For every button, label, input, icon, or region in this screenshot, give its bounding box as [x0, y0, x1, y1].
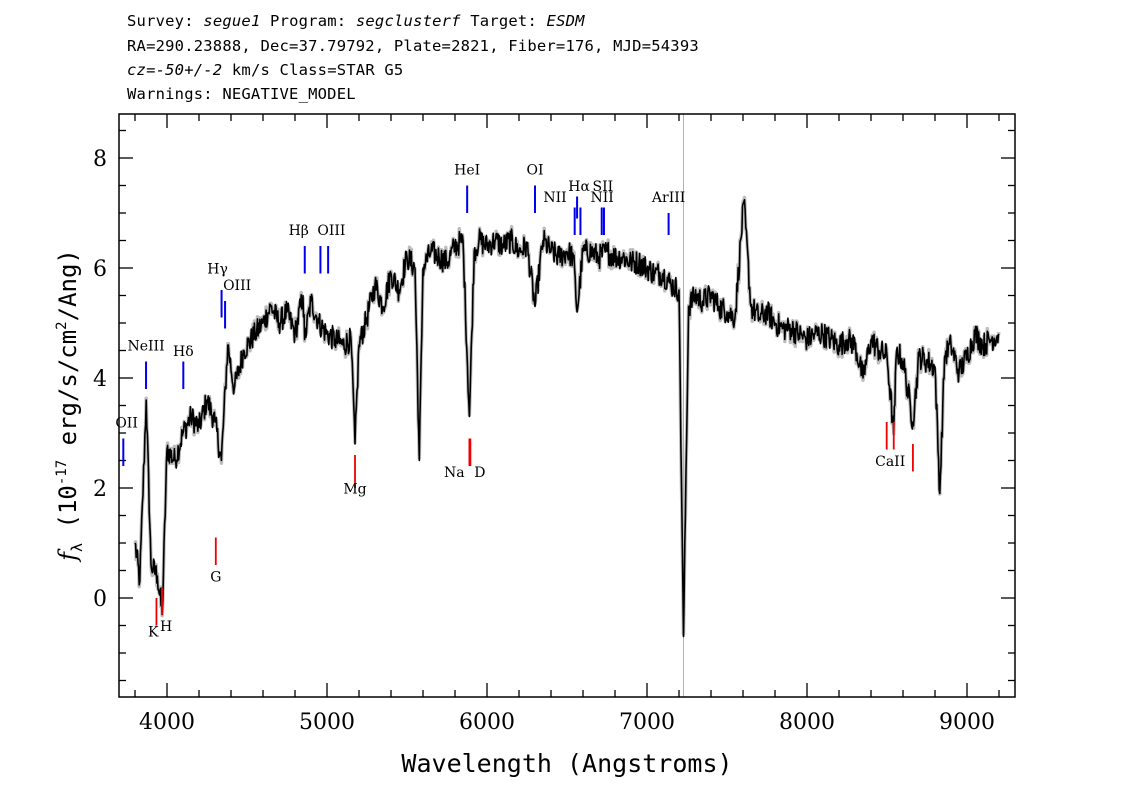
spectrum-header-line-2: RA=290.23888, Dec=37.79792, Plate=2821, … [127, 37, 699, 55]
y-tick-label: 8 [93, 147, 107, 172]
emission-label: ArIII [651, 190, 685, 206]
target-label: Target: [470, 12, 537, 30]
survey-value: segue1 [203, 12, 261, 30]
spectrum-header-line-4: Warnings: NEGATIVE_MODEL [127, 85, 356, 103]
y-axis-label: fλ (10-17 erg/s/cm2/Ang) [54, 249, 86, 563]
survey-label: Survey: [127, 12, 194, 30]
plot-frame [118, 113, 1016, 698]
absorption-label: D [474, 465, 485, 481]
emission-label: NII [590, 190, 613, 206]
emission-label: OIII [223, 278, 251, 294]
emission-label: SII [593, 179, 614, 195]
y-tick-label: 2 [93, 477, 107, 502]
emission-label: HeI [454, 163, 480, 179]
cz-units-class: km/s Class=STAR G5 [222, 61, 404, 79]
spectrum-header-line-1: Survey: segue1 Program: segclusterf Targ… [127, 12, 585, 31]
absorption-label: H [160, 619, 172, 635]
x-tick-label: 4000 [139, 710, 195, 735]
x-tick-label: 6000 [459, 710, 515, 735]
emission-label: Hβ [289, 223, 309, 239]
emission-label: NeIII [127, 339, 164, 355]
emission-label: Hγ [207, 262, 228, 278]
y-tick-label: 4 [93, 367, 107, 392]
cz-value: -50+/-2 [155, 61, 223, 79]
x-tick-label: 7000 [619, 710, 675, 735]
x-axis-label: Wavelength (Angstroms) [401, 749, 732, 778]
program-value: segclusterf [355, 12, 461, 30]
x-tick-label: 8000 [779, 710, 835, 735]
y-tick-label: 6 [93, 257, 107, 282]
x-tick-label: 5000 [299, 710, 355, 735]
y-tick-label: 0 [93, 587, 107, 612]
cz-label: cz= [127, 61, 156, 79]
error-band [133, 195, 1001, 636]
emission-label: Hδ [173, 344, 194, 360]
spectrum-line [134, 199, 1000, 638]
emission-label: OI [526, 163, 543, 179]
target-value: ESDM [546, 12, 585, 30]
emission-label: NII [543, 190, 566, 206]
emission-label: OII [115, 416, 138, 432]
x-tick-label: 9000 [939, 710, 995, 735]
emission-label: OIII [317, 223, 345, 239]
absorption-label: Mg [343, 482, 366, 498]
absorption-label: Na [444, 465, 465, 481]
program-label: Program: [270, 12, 347, 30]
emission-label: Hα [568, 179, 590, 195]
absorption-label: K [148, 625, 159, 641]
absorption-line-markers: K H G Mg Na D CaII [148, 422, 914, 641]
absorption-label: G [210, 570, 221, 586]
absorption-label: CaII [875, 454, 905, 470]
spectrum-header-line-3: cz=-50+/-2 km/s Class=STAR G5 [127, 61, 403, 80]
